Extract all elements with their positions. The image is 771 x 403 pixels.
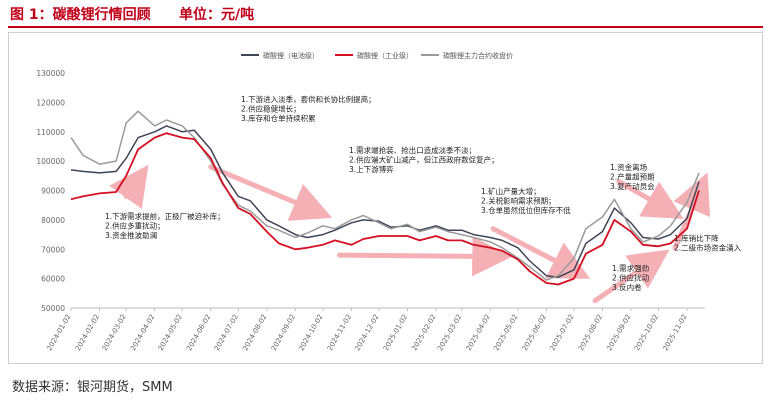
x-tick-label: 2025-11-02 <box>662 313 689 352</box>
x-axis: 2024-01-02 2024-02-02 2024-03-02 2024-04-02… <box>45 308 689 352</box>
trend-arrow <box>336 236 513 277</box>
annotation-text: 1.下游进入淡季，套供和长协比例提高； 2.供应稳健增长； 3.库存和仓单持续积累 <box>241 94 376 123</box>
x-tick-label: 2024-08-02 <box>241 313 268 352</box>
annotation-text: 1.库销比下降 2.二级市场资金涌入 <box>674 233 742 253</box>
price-chart: 50000 60000 70000 80000 90000 100000 110000 120… <box>36 51 742 352</box>
x-tick-label: 2024-03-02 <box>101 313 128 352</box>
annotation-text: 1.矿山产量大增； 2.关税影响需求预期； 3.仓单虽然低位但库存不低 <box>481 186 571 215</box>
x-tick-label: 2025-06-02 <box>521 313 548 352</box>
x-tick-label: 2024-09-02 <box>270 313 297 352</box>
x-tick-label: 2025-07-02 <box>548 313 575 352</box>
x-tick-label: 2025-09-02 <box>605 313 632 352</box>
y-axis: 50000 60000 70000 80000 90000 100000 110000 120… <box>36 69 65 313</box>
figure-header: 图 1：碳酸锂行情回顾 单位：元/吨 <box>0 0 771 28</box>
x-tick-label: 2024-05-02 <box>157 313 184 352</box>
x-tick-label: 2024-11-02 <box>326 313 353 352</box>
y-tick-label: 60000 <box>41 275 65 284</box>
x-tick-label: 2025-01-02 <box>382 313 409 352</box>
annotation-text: 1.资金离场 2.产量超预期 3.复产动员会 <box>610 162 655 191</box>
y-tick-label: 90000 <box>41 187 65 196</box>
annotation-text: 1.需求强劲 2.供应扰动 3.反内卷 <box>612 263 650 292</box>
title-divider <box>8 26 763 28</box>
y-tick-label: 130000 <box>36 69 65 78</box>
chart-frame: 50000 60000 70000 80000 90000 100000 110000 120… <box>8 32 763 364</box>
x-tick-label: 2024-10-02 <box>297 313 324 352</box>
y-tick-label: 110000 <box>36 128 65 137</box>
trend-arrow <box>592 249 670 304</box>
x-tick-label: 2024-04-02 <box>129 313 156 352</box>
figure-title: 图 1：碳酸锂行情回顾 <box>10 7 151 23</box>
x-tick-label: 2025-02-02 <box>410 313 437 352</box>
series-line-2 <box>70 132 700 286</box>
legend: 碳酸锂（电池级） 碳酸锂（工业级） 碳酸锂主力合约收盘价 <box>241 51 513 60</box>
x-tick-label: 2025-03-02 <box>436 313 463 352</box>
data-source: 数据来源：银河期货，SMM <box>12 380 173 395</box>
x-tick-label: 2025-05-02 <box>492 313 519 352</box>
x-tick-label: 2025-04-02 <box>465 313 492 352</box>
y-tick-label: 120000 <box>36 98 65 107</box>
series-line-1 <box>70 125 700 278</box>
series-line-3 <box>70 110 700 281</box>
trend-arrow <box>109 164 149 209</box>
x-tick-label: 2024-02-02 <box>74 313 101 352</box>
trend-arrow <box>208 164 333 221</box>
annotation-text: 1.需求端抢装、抢出口造成淡季不淡； 2.供应端大矿山减产，但江西政府数促复产； 3… <box>349 145 499 174</box>
x-tick-label: 2024-06-02 <box>185 313 212 352</box>
x-tick-label: 2024-07-02 <box>213 313 240 352</box>
legend-label: 碳酸锂主力合约收盘价 <box>443 51 513 60</box>
x-tick-label: 2024-01-02 <box>45 313 72 352</box>
legend-label: 碳酸锂（电池级） <box>263 51 319 60</box>
legend-label: 碳酸锂（工业级） <box>357 51 413 60</box>
trend-arrows <box>109 164 711 304</box>
y-tick-label: 100000 <box>36 157 65 166</box>
annotations: 1.下游进入淡季，套供和长协比例提高； 2.供应稳健增长； 3.库存和仓单持续积累 1… <box>105 94 742 292</box>
unit-label: 单位：元/吨 <box>179 7 255 23</box>
trend-arrow <box>616 179 684 219</box>
series-lines <box>70 110 700 286</box>
annotation-text: 1.下游需求提前，正极厂被迫补库； 2.供应多重扰动； 3.资金推波助澜 <box>105 211 225 240</box>
x-tick-label: 2025-10-02 <box>633 313 660 352</box>
x-tick-label: 2025-08-02 <box>577 313 604 352</box>
y-tick-label: 70000 <box>41 245 65 254</box>
x-tick-label: 2024-12-02 <box>353 313 380 352</box>
y-tick-label: 50000 <box>41 304 65 313</box>
y-tick-label: 80000 <box>41 216 65 225</box>
